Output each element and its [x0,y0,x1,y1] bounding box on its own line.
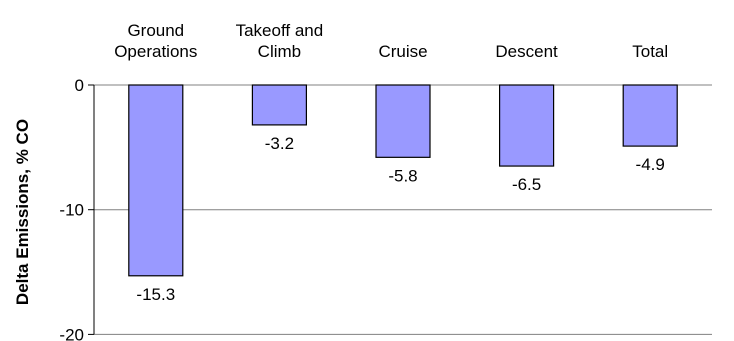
data-label: -15.3 [136,285,175,304]
category-label: Operations [114,42,197,61]
bar [128,84,184,277]
y-tick-label: -10 [59,201,84,220]
category-label: Ground [127,21,184,40]
bar [251,84,307,126]
bar [499,84,555,167]
category-labels: Ground Operations Takeoff and Climb Cruise De… [114,21,668,61]
data-labels: -15.3 -3.2 -5.8 -6.5 -4.9 [136,134,664,304]
category-label: Cruise [378,42,427,61]
y-axis: 0 -10 -20 [59,76,95,341]
data-label: -4.9 [636,155,665,174]
y-tick-label: 0 [75,76,84,95]
category-label: Total [632,42,668,61]
category-label: Takeoff and [236,21,324,40]
bars [128,84,678,277]
data-label: -3.2 [265,134,294,153]
category-label: Descent [495,42,558,61]
bar [375,84,431,158]
data-label: -5.8 [388,166,417,185]
y-tick-label: -20 [59,325,84,341]
category-label: Climb [258,42,301,61]
data-label: -6.5 [512,175,541,194]
bar [622,84,678,147]
y-axis-label: Delta Emissions, % CO [13,119,32,305]
